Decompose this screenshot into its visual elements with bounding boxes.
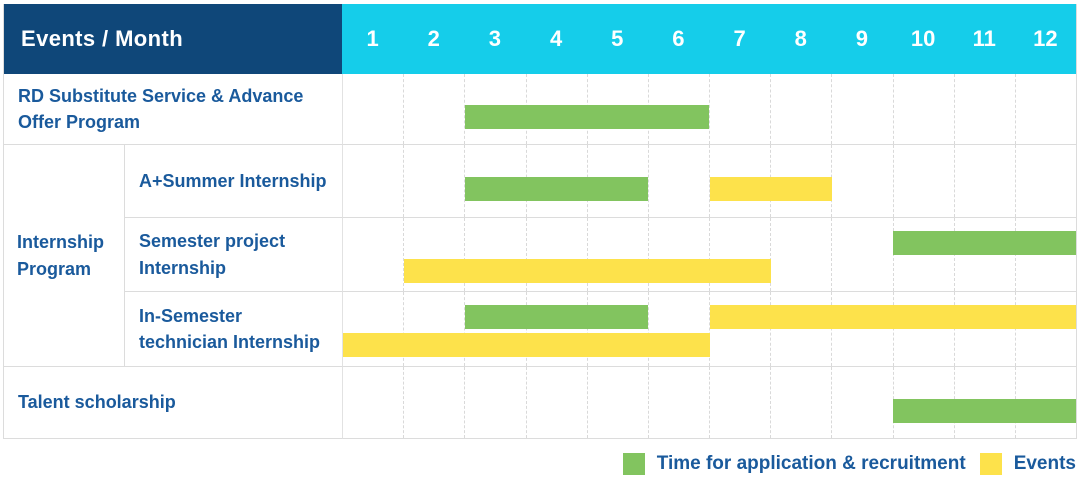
month-cell bbox=[403, 145, 464, 217]
month-header-3: 3 bbox=[464, 4, 526, 74]
month-cell bbox=[831, 292, 892, 366]
timeline-row bbox=[342, 218, 1076, 292]
month-cell bbox=[403, 292, 464, 366]
month-cell bbox=[1014, 145, 1076, 217]
legend-item-recruitment: Time for application & recruitment bbox=[622, 453, 966, 475]
legend-label-recruitment: Time for application & recruitment bbox=[656, 453, 966, 474]
month-header-8: 8 bbox=[770, 4, 832, 74]
month-cell bbox=[770, 218, 831, 291]
gantt-bar-recruitment bbox=[465, 105, 710, 129]
month-cell bbox=[403, 218, 464, 291]
month-cell bbox=[343, 145, 403, 217]
row-group-label: Internship Program bbox=[4, 145, 125, 367]
month-header-12: 12 bbox=[1014, 4, 1076, 74]
month-cell bbox=[525, 367, 587, 438]
timeline-row bbox=[342, 145, 1076, 218]
gantt-bar-recruitment bbox=[892, 398, 1076, 423]
month-cell bbox=[709, 218, 770, 291]
month-cell bbox=[1014, 292, 1076, 366]
month-cell bbox=[343, 367, 403, 438]
month-cell bbox=[586, 292, 648, 366]
month-header-11: 11 bbox=[953, 4, 1015, 74]
row-label: Talent scholarship bbox=[4, 367, 342, 439]
month-cell bbox=[831, 145, 892, 217]
month-header-4: 4 bbox=[525, 4, 587, 74]
row-label: A+Summer Internship bbox=[125, 145, 342, 218]
row-label: RD Substitute Service & Advance Offer Pr… bbox=[4, 74, 342, 145]
month-cell bbox=[525, 292, 587, 366]
month-cell bbox=[953, 145, 1015, 217]
gantt-bar-event bbox=[404, 259, 771, 283]
month-cell bbox=[953, 74, 1015, 144]
month-cell bbox=[770, 74, 831, 144]
month-cell bbox=[464, 292, 525, 366]
month-cell bbox=[892, 145, 954, 217]
gantt-bar-event bbox=[343, 333, 710, 357]
timeline-row bbox=[342, 292, 1076, 367]
month-cell bbox=[831, 74, 892, 144]
timeline-row bbox=[342, 367, 1076, 439]
month-cell bbox=[586, 367, 648, 438]
month-header-2: 2 bbox=[403, 4, 465, 74]
month-header-10: 10 bbox=[892, 4, 954, 74]
month-cell bbox=[464, 367, 525, 438]
month-cell bbox=[647, 218, 709, 291]
month-cell bbox=[403, 74, 464, 144]
gantt-bar-recruitment bbox=[892, 231, 1076, 255]
gantt-table: Events / Month 1 2 3 4 5 6 7 8 9 10 11 12 RD Substitu… bbox=[3, 4, 1077, 439]
row-label: Semester project Internship bbox=[125, 218, 342, 292]
gantt-bar-event bbox=[709, 177, 832, 201]
month-cell bbox=[709, 74, 770, 144]
month-cell bbox=[586, 218, 648, 291]
legend: Time for application & recruitment Event… bbox=[622, 453, 1076, 475]
gantt-bar-recruitment bbox=[465, 305, 649, 329]
month-cell bbox=[831, 218, 892, 291]
month-header-6: 6 bbox=[647, 4, 709, 74]
month-cell bbox=[647, 145, 709, 217]
legend-item-events: Events bbox=[979, 453, 1076, 475]
row-label: In-Semester technician Internship bbox=[125, 292, 342, 367]
month-cell bbox=[464, 218, 525, 291]
month-cell bbox=[464, 74, 525, 144]
month-cell bbox=[892, 74, 954, 144]
month-cell bbox=[464, 145, 525, 217]
month-cell bbox=[953, 292, 1015, 366]
legend-label-events: Events bbox=[1013, 453, 1076, 474]
month-cell bbox=[709, 367, 770, 438]
month-header-5: 5 bbox=[586, 4, 648, 74]
month-cell bbox=[647, 367, 709, 438]
month-header-9: 9 bbox=[831, 4, 893, 74]
month-cell bbox=[709, 292, 770, 366]
month-cell bbox=[343, 74, 403, 144]
events-month-header: Events / Month bbox=[4, 4, 342, 74]
gantt-bar-event bbox=[709, 305, 1076, 329]
timeline-row bbox=[342, 74, 1076, 145]
month-cell bbox=[770, 367, 831, 438]
month-cell bbox=[831, 367, 892, 438]
month-header-7: 7 bbox=[709, 4, 771, 74]
month-cell bbox=[892, 292, 954, 366]
month-cell bbox=[770, 292, 831, 366]
month-cell bbox=[343, 218, 403, 291]
gantt-bar-recruitment bbox=[465, 177, 649, 201]
legend-swatch-events-icon bbox=[979, 453, 1002, 475]
month-header-1: 1 bbox=[342, 4, 404, 74]
month-cell bbox=[403, 367, 464, 438]
month-cell bbox=[1014, 74, 1076, 144]
legend-swatch-recruitment-icon bbox=[622, 453, 645, 475]
month-cell bbox=[647, 292, 709, 366]
month-cell bbox=[525, 218, 587, 291]
